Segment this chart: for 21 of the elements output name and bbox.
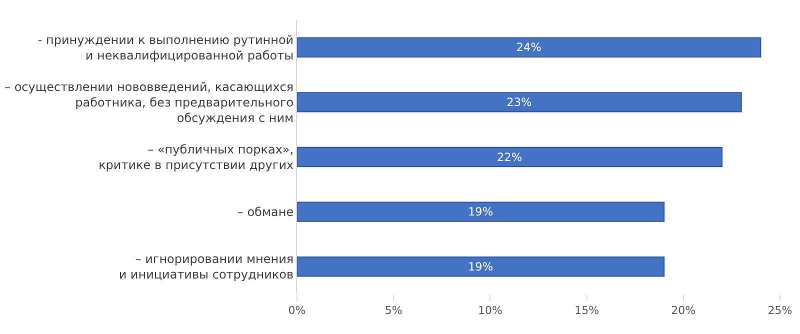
y-tick-label: – осуществлении нововведений, касающихся работника, без предварительного обсуждения с ним <box>4 80 294 125</box>
x-tick-label: 25% <box>768 304 792 318</box>
bar <box>297 146 723 168</box>
x-tick-label: 20% <box>671 304 696 318</box>
data-label: 22% <box>496 150 522 164</box>
bar <box>297 37 762 58</box>
x-tick-label: 15% <box>574 304 600 318</box>
y-tick-label: – «публичных порках», критике в присутствии других <box>98 142 294 172</box>
y-tick-label: – игнорировании мнения и инициативы сотрудников <box>118 252 294 282</box>
x-tick-label: 5% <box>384 304 402 318</box>
data-label: 24% <box>516 41 542 54</box>
bar <box>297 256 665 277</box>
data-label: 19% <box>468 260 494 274</box>
data-label: 23% <box>506 96 532 109</box>
bar <box>297 92 742 112</box>
data-label: 19% <box>468 206 494 219</box>
x-tick-label: 10% <box>478 304 502 318</box>
y-tick-label: - принуждении к выполнению рутинной и неквалифицированной работы <box>38 32 294 62</box>
x-tick-label: 0% <box>288 304 306 318</box>
y-tick-label: – обмане <box>237 205 294 219</box>
bar <box>297 202 665 222</box>
